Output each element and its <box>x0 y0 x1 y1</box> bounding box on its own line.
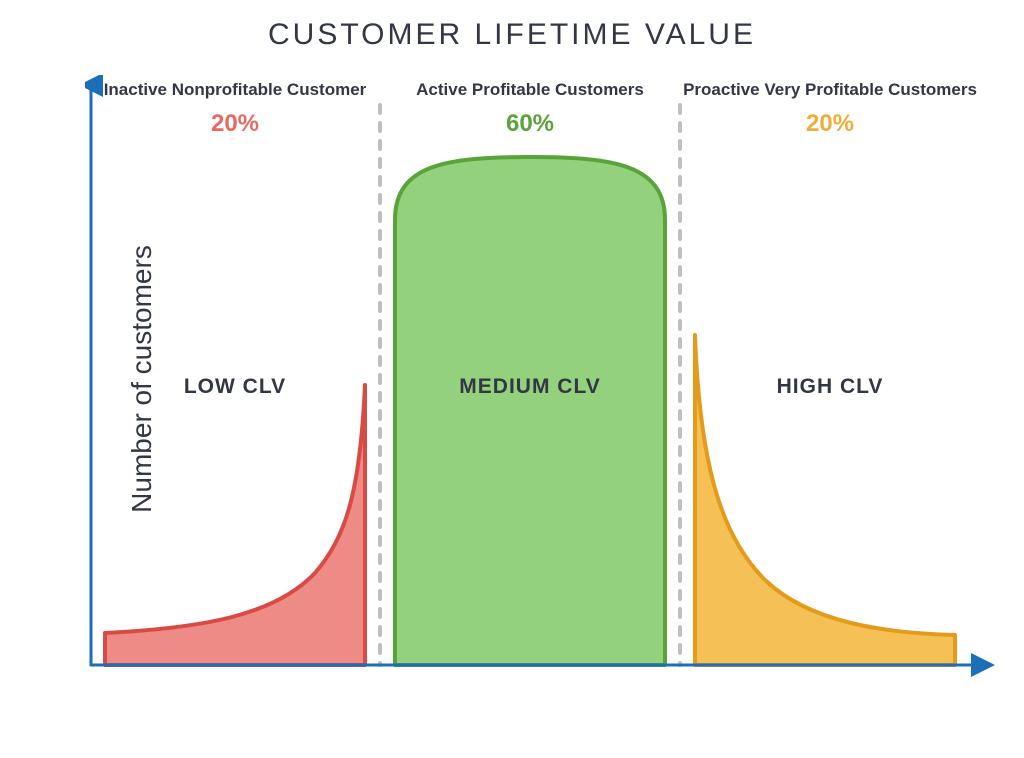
medium-clv-area <box>395 157 665 665</box>
segment-heading-low: Inactive Nonprofitable Customer <box>90 80 380 100</box>
segment-percent-high: 20% <box>770 110 890 138</box>
segment-heading-medium: Active Profitable Customers <box>385 80 675 100</box>
clv-label-high: HIGH CLV <box>730 375 930 399</box>
segment-percent-medium: 60% <box>470 110 590 138</box>
plot-area: Inactive Nonprofitable Customer Active P… <box>85 75 995 695</box>
clv-label-medium: MEDIUM CLV <box>430 375 630 399</box>
low-clv-area <box>105 385 365 665</box>
chart-title: CUSTOMER LIFETIME VALUE <box>0 18 1024 52</box>
clv-label-low: LOW CLV <box>135 375 335 399</box>
segment-heading-high: Proactive Very Profitable Customers <box>675 80 985 100</box>
segment-percent-low: 20% <box>175 110 295 138</box>
